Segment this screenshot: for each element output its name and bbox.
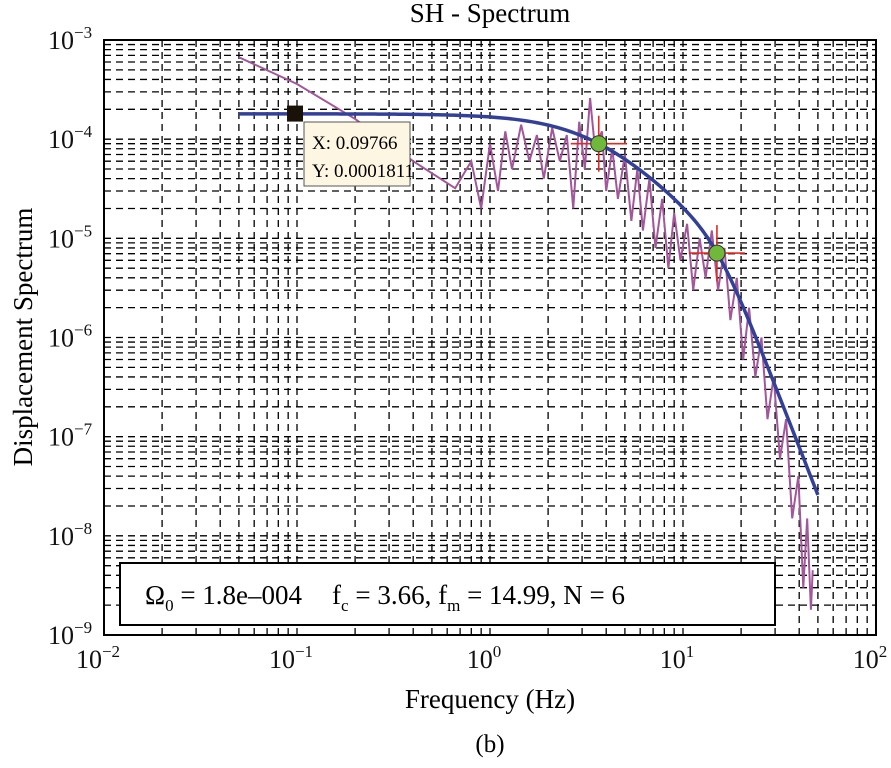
y-tick-label: 10−5 [48,221,92,253]
plot-frame [103,39,877,636]
y-tick-label: 10−3 [48,23,92,55]
y-tick-label: 10−8 [48,519,92,551]
caption: (b) [475,731,504,758]
datatip-marker [287,105,304,122]
y-axis-label: Displacement Spectrum [8,208,38,467]
y-tick-label: 10−7 [48,420,93,452]
x-tick-label: 102 [853,642,888,674]
corner-frequency-marker [708,244,726,262]
y-tick-label: 10−4 [48,122,93,154]
x-tick-label: 10−2 [76,642,120,674]
datatip-box [303,121,411,187]
x-tick-label: 10−1 [269,642,313,674]
x-axis-label: Frequency (Hz) [405,684,575,714]
tick-labels: 10−2 10−1 100 101 102 10−3 10−4 10−5 10−6 10−7 10−… [48,23,887,674]
model-fit-line [238,112,820,496]
series [238,56,820,610]
annotation-box: Ω0 = 1.8e–004 fc = 3.66, fm = 14.99, N = … [119,562,776,626]
x-tick-label: 101 [660,642,695,674]
y-tick-label: 10−6 [48,321,92,353]
chart-title: SH - Spectrum [410,0,570,28]
datatip-y: Y: 0.0001811 [312,161,414,182]
x-tick-label: 100 [467,642,502,674]
datatip-x: X: 0.09766 [312,133,398,154]
datatip: X: 0.09766 Y: 0.0001811 [303,121,414,187]
corner-frequency-marker [590,135,608,153]
y-tick-label: 10−9 [48,618,92,650]
grid [104,40,876,635]
annotation-text: Ω0 = 1.8e–004 fc = 3.66, fm = 14.99, N = … [145,580,625,615]
